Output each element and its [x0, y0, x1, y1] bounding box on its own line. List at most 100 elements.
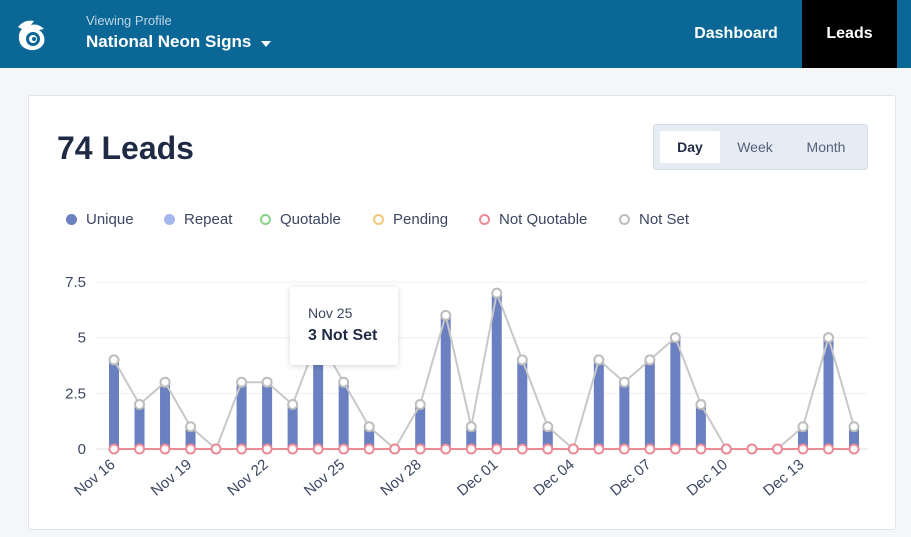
point-not-set: [159, 376, 171, 388]
x-tick-label: Dec 07: [607, 456, 654, 500]
bar-unique: [849, 426, 859, 449]
point-not-quotable: [389, 443, 401, 455]
point-not-set: [822, 332, 834, 344]
bar-unique: [593, 359, 604, 449]
point-not-set: [363, 421, 375, 433]
point-not-set: [797, 421, 809, 433]
legend-item-repeat[interactable]: Repeat: [164, 211, 232, 228]
point-not-quotable: [414, 443, 426, 455]
legend-label: Repeat: [184, 211, 233, 228]
point-not-quotable: [618, 443, 630, 455]
point-not-quotable: [261, 443, 273, 455]
legend-label: Not Set: [639, 211, 690, 228]
chevron-down-icon: [261, 40, 272, 47]
range-month-button[interactable]: Month: [806, 139, 846, 155]
legend-ring-icon: [373, 214, 384, 225]
point-not-set: [465, 421, 477, 433]
point-not-quotable: [720, 443, 732, 455]
bar-unique: [517, 359, 528, 449]
point-not-quotable: [567, 443, 579, 455]
bar-unique: [491, 293, 502, 449]
point-not-quotable: [797, 443, 809, 455]
line-not-set: [113, 289, 855, 451]
x-tick-label: Nov 22: [224, 456, 271, 500]
bar-unique: [364, 426, 375, 449]
point-not-quotable: [363, 443, 375, 455]
bar-unique: [236, 382, 247, 449]
point-not-quotable: [771, 443, 783, 455]
x-tick-label: Nov 25: [301, 456, 348, 500]
legend-item-unique[interactable]: Unique: [66, 211, 134, 228]
point-not-quotable: [695, 443, 707, 455]
range-week-button[interactable]: Week: [737, 139, 773, 155]
point-not-set: [593, 354, 605, 366]
point-not-quotable: [516, 443, 528, 455]
x-tick-label: Dec 04: [531, 456, 578, 500]
bar-unique: [466, 426, 477, 449]
point-not-quotable: [542, 443, 554, 455]
bar-unique: [160, 382, 171, 449]
bar-unique: [415, 404, 426, 449]
point-not-quotable: [593, 443, 605, 455]
point-not-set: [287, 398, 299, 410]
point-not-quotable: [185, 443, 197, 455]
legend-ring-icon: [260, 214, 271, 225]
point-not-quotable: [491, 443, 503, 455]
bar-unique: [440, 315, 451, 449]
point-not-set: [695, 398, 707, 410]
point-not-set: [236, 376, 248, 388]
point-not-quotable: [440, 443, 452, 455]
brand-logo-icon[interactable]: [14, 17, 50, 53]
point-not-quotable: [746, 443, 758, 455]
y-tick-label: 2.5: [65, 385, 86, 402]
legend-item-pending[interactable]: Pending: [373, 211, 448, 228]
point-not-quotable: [134, 443, 146, 455]
legend-dot-icon: [164, 214, 175, 225]
legend-item-quotable[interactable]: Quotable: [260, 211, 341, 228]
legend-ring-icon: [619, 214, 630, 225]
x-tick-label: Nov 16: [71, 456, 118, 500]
x-tick-label: Dec 10: [684, 456, 731, 500]
point-not-set: [108, 354, 120, 366]
point-not-quotable: [338, 443, 350, 455]
y-tick-label: 7.5: [65, 274, 86, 291]
chart-tooltip: Nov 25 3 Not Set: [290, 287, 398, 365]
point-not-quotable: [465, 443, 477, 455]
legend-dot-icon: [66, 214, 77, 225]
point-not-set: [848, 421, 860, 433]
tooltip-value: 3 Not Set: [308, 327, 378, 344]
range-day-button[interactable]: Day: [660, 131, 720, 163]
bar-unique: [542, 426, 553, 449]
tooltip-date: Nov 25: [308, 305, 353, 321]
point-not-quotable: [312, 443, 324, 455]
x-tick-label: Dec 01: [454, 456, 501, 500]
point-not-quotable: [210, 443, 222, 455]
bar-unique: [185, 426, 196, 449]
point-not-set: [185, 421, 197, 433]
bar-unique: [262, 382, 273, 449]
point-not-quotable: [669, 443, 681, 455]
legend-ring-icon: [479, 214, 490, 225]
point-not-set: [414, 398, 426, 410]
bar-unique: [644, 359, 655, 449]
nav-leads[interactable]: Leads: [802, 0, 897, 68]
x-tick-label: Nov 28: [377, 456, 424, 500]
bar-unique: [134, 404, 145, 449]
point-not-quotable: [644, 443, 656, 455]
legend-item-not-quotable[interactable]: Not Quotable: [479, 211, 587, 228]
nav-dashboard[interactable]: Dashboard: [694, 25, 778, 42]
bar-unique: [313, 337, 324, 449]
bar-unique: [287, 404, 298, 449]
point-not-set: [338, 376, 350, 388]
point-not-quotable: [236, 443, 248, 455]
bar-unique: [338, 382, 349, 449]
point-not-set: [134, 398, 146, 410]
viewing-profile-label: Viewing Profile: [86, 13, 172, 28]
point-not-quotable: [159, 443, 171, 455]
legend-item-not-set[interactable]: Not Set: [619, 211, 689, 228]
point-not-set: [491, 287, 503, 299]
legend-label: Not Quotable: [499, 211, 588, 228]
profile-selector[interactable]: National Neon Signs: [86, 32, 272, 52]
point-not-set: [261, 376, 273, 388]
